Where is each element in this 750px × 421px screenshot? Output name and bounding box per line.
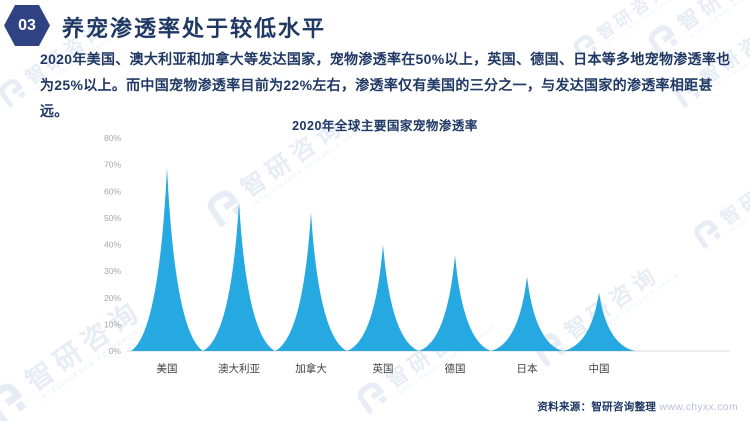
section-number-badge: 03 [4,5,50,46]
spike-德国 [419,255,491,351]
x-category-label: 德国 [445,362,466,375]
pet-penetration-chart: 0% 10% 20% 30% 40% 50% 60% 70% 80% 美国 澳大利亚 加拿大 英国 德国 日… [104,133,730,375]
x-category-label: 美国 [157,362,178,375]
x-category-label: 英国 [373,362,394,375]
intro-line-2: 为25%以上。而中国宠物渗透率目前为22%左右，渗透率仅有美国的三分之一，与发达… [40,77,713,119]
spike-美国 [131,167,203,351]
intro-paragraph: 2020年美国、澳大利亚和加拿大等发达国家，宠物渗透率在50%以上，英国、德国、… [40,46,740,124]
watermark-brand: 智研咨询 [674,0,750,36]
spike-日本 [491,276,563,351]
y-tick-label: 80% [104,133,121,143]
chart-title: 2020年全球主要国家宠物渗透率 [292,119,478,133]
x-category-label: 加拿大 [295,362,327,375]
y-tick-label: 60% [104,186,121,196]
y-tick-label: 70% [104,160,121,170]
spike-中国 [563,292,635,351]
spike-英国 [347,244,419,351]
x-category-label: 中国 [589,362,610,375]
spike-加拿大 [275,212,347,351]
watermark-subtext: INTELLIGENCE RESEARCH GROUP [687,0,750,41]
brand-logo-icon [0,79,27,109]
x-category-label: 日本 [517,362,538,375]
source-text: 资料来源：智研咨询整理 [537,401,657,413]
source-footer: 资料来源：智研咨询整理 www.chyxx.com [537,399,738,414]
source-site: www.chyxx.com [659,401,738,413]
x-category-label: 澳大利亚 [218,362,260,375]
y-tick-label: 30% [104,266,121,276]
watermark-subtext: INTELLIGENCE RESEARCH GROUP [604,0,687,48]
y-tick-label: 40% [104,240,121,250]
watermark-brand: 智研咨询 [594,0,673,44]
page-title: 养宠渗透率处于较低水平 [62,16,327,41]
spike-澳大利亚 [203,201,275,351]
y-tick-label: 0% [109,346,122,356]
y-tick-label: 20% [104,293,121,303]
intro-line-1: 2020年美国、澳大利亚和加拿大等发达国家，宠物渗透率在50%以上，英国、德国、… [40,51,731,67]
y-tick-label: 50% [104,213,121,223]
y-tick-label: 10% [104,319,121,329]
